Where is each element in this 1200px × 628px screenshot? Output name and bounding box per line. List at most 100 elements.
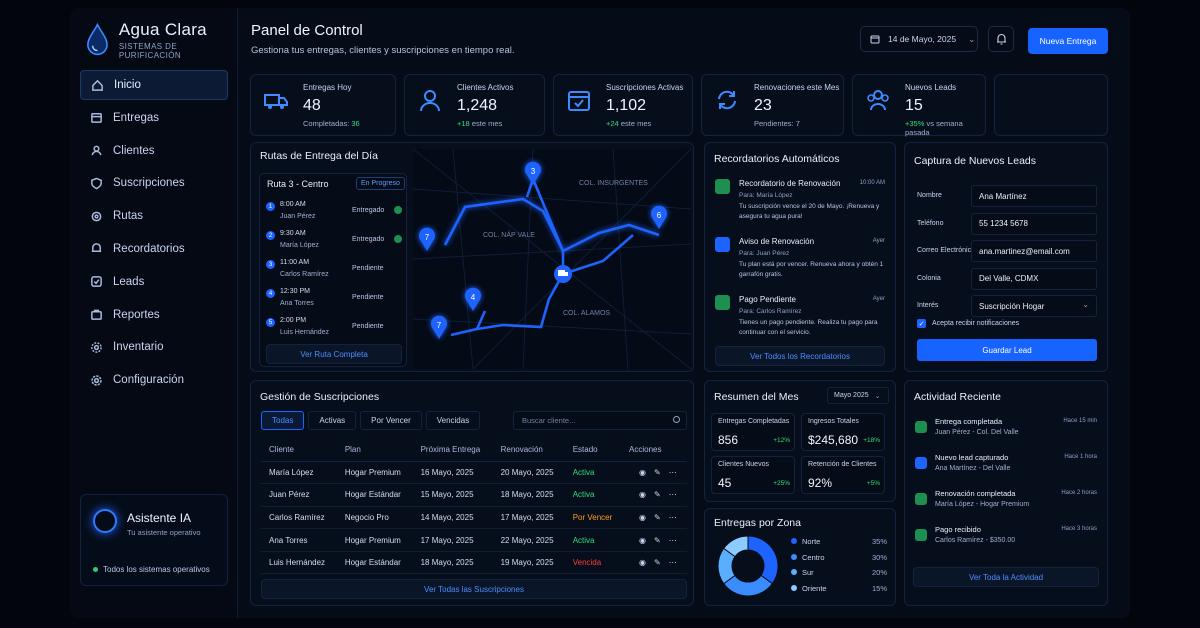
activity-item[interactable]: Renovación completada María López - Hogar…: [915, 489, 1097, 521]
eye-icon[interactable]: ◉: [639, 535, 647, 545]
summary-metric[interactable]: Clientes Nuevos 45 +25%: [711, 456, 795, 494]
route-stop[interactable]: 3 11:00 AM Carlos Ramírez Pendiente: [266, 258, 402, 284]
map-pin-icon[interactable]: 4: [465, 287, 481, 311]
notifications-checkbox-row[interactable]: ✓ Acepta recibir notificaciones: [917, 319, 1019, 328]
lead-field-label: Nombre: [917, 192, 942, 199]
activity-item[interactable]: Nuevo lead capturado Ana Martínez - Del V…: [915, 453, 1097, 485]
new-delivery-button[interactable]: Nueva Entrega: [1028, 28, 1108, 54]
pin-number: 7: [437, 321, 442, 330]
edit-icon[interactable]: ✎: [654, 558, 661, 568]
route-map[interactable]: COL. INSURGENTES COL. NÁP VALE COL. ALAM…: [413, 149, 691, 369]
tab-2[interactable]: Por Vencer: [360, 411, 422, 430]
sidebar-item-rutas[interactable]: Rutas: [80, 201, 228, 231]
sidebar-item-label: Leads: [113, 275, 145, 288]
activity-item[interactable]: Pago recibido Carlos Ramírez - $350.00 Hac…: [915, 525, 1097, 557]
period-select[interactable]: Mayo 2025 ⌄: [827, 387, 889, 404]
eye-icon[interactable]: ◉: [639, 467, 647, 477]
more-icon[interactable]: ⋯: [668, 512, 677, 522]
sidebar-item-recordatorios[interactable]: Recordatorios: [80, 234, 228, 264]
column-header: Estado: [564, 439, 622, 462]
sidebar-item-configuracion[interactable]: Configuración: [80, 365, 228, 395]
edit-icon[interactable]: ✎: [654, 512, 661, 522]
table-row[interactable]: Juan Pérez Hogar Estándar 15 Mayo, 2025 18 …: [261, 483, 687, 507]
date-picker[interactable]: 14 de Mayo, 2025 ⌄: [860, 26, 978, 52]
more-icon[interactable]: ⋯: [668, 558, 677, 568]
table-row[interactable]: Carlos Ramírez Negocio Pro 14 Mayo, 2025 17…: [261, 506, 687, 530]
zones-donut-chart[interactable]: [715, 533, 781, 599]
view-all-subscriptions-button[interactable]: Ver Todas las Suscripciones: [261, 579, 687, 599]
search-input[interactable]: Buscar cliente...: [513, 411, 687, 430]
metric-label: Retención de Clientes: [808, 461, 877, 468]
stat-card-0[interactable]: Entregas Hoy 48 Completadas: 36: [250, 74, 396, 136]
lead-field-input[interactable]: Ana Martínez: [971, 185, 1097, 207]
tab-3[interactable]: Vencidas: [425, 411, 481, 430]
summary-metric[interactable]: Retención de Clientes 92% +5%: [801, 456, 885, 494]
stat-sub-value: 36: [351, 119, 360, 128]
more-icon[interactable]: ⋯: [668, 490, 677, 500]
stat-card-4[interactable]: Nuevos Leads 15 +35% vs semana pasada: [852, 74, 986, 137]
route-stop[interactable]: 1 8:00 AM Juan Pérez Entregado: [266, 200, 402, 226]
route-stop[interactable]: 2 9:30 AM María López Entregado: [266, 229, 402, 255]
activity-item[interactable]: Entrega completada Juan Pérez - Col. Del …: [915, 417, 1097, 449]
tab-1[interactable]: Activas: [308, 411, 357, 430]
metric-label: Ingresos Totales: [808, 418, 859, 425]
reminder-item[interactable]: Aviso de Renovación Ayer Para: Juan Pérez T…: [715, 235, 885, 291]
table-row[interactable]: María López Hogar Premium 16 Mayo, 2025 20 …: [261, 461, 687, 485]
activity-title: Nuevo lead capturado: [935, 453, 1009, 462]
eye-icon[interactable]: ◉: [639, 558, 647, 568]
sidebar-item-clientes[interactable]: Clientes: [80, 136, 228, 166]
stat-card-2[interactable]: Suscripciones Activas 1,102 +24 este mes: [553, 74, 693, 136]
lead-field-input[interactable]: Del Valle, CDMX: [971, 267, 1097, 290]
stat-card-3[interactable]: Renovaciones este Mes 23 Pendientes: 7: [701, 74, 844, 136]
edit-icon[interactable]: ✎: [654, 535, 661, 545]
more-icon[interactable]: ⋯: [668, 535, 677, 545]
sidebar-item-inicio[interactable]: Inicio: [80, 70, 228, 100]
eye-icon[interactable]: ◉: [639, 490, 647, 500]
ai-assistant-card[interactable]: Asistente IA Tu asistente operativo Todo…: [80, 494, 228, 586]
table-row[interactable]: Luis Hernández Hogar Estándar 18 Mayo, 202…: [261, 551, 687, 575]
summary-metric[interactable]: Ingresos Totales $245,680 +18%: [801, 413, 885, 451]
reminder-recipient: Para: Juan Pérez: [739, 250, 790, 257]
stat-card-1[interactable]: Clientes Activos 1,248 +18 este mes: [404, 74, 545, 136]
map-pin-icon[interactable]: 3: [525, 161, 541, 185]
zone-pct: 35%: [871, 537, 887, 546]
donut-slice-oriente[interactable]: [723, 535, 749, 558]
notifications-button[interactable]: [988, 26, 1014, 52]
metric-value: 45: [718, 476, 732, 490]
lead-field-input[interactable]: Suscripción Hogar ⌄: [971, 295, 1097, 317]
user-icon: [91, 145, 102, 156]
view-full-route-button[interactable]: Ver Ruta Completa: [266, 344, 402, 364]
map-pin-icon[interactable]: 7: [431, 315, 447, 339]
save-lead-button[interactable]: Guardar Lead: [917, 339, 1097, 361]
brand-logo[interactable]: Agua Clara SISTEMAS DE PURIFICACIÓN: [84, 20, 237, 60]
tab-0[interactable]: Todas: [261, 411, 305, 430]
checkbox-checked-icon[interactable]: ✓: [917, 319, 926, 328]
cell-status: Activa: [564, 483, 622, 507]
route-stop[interactable]: 4 12:30 PM Ana Torres Pendiente: [266, 287, 402, 313]
sidebar-item-reportes[interactable]: Reportes: [80, 300, 228, 330]
lead-field-value: ana.martinez@email.com: [979, 246, 1070, 256]
map-pin-icon[interactable]: 6: [651, 205, 667, 229]
cell-client: Ana Torres: [261, 528, 337, 552]
reminder-item[interactable]: Pago Pendiente Ayer Para: Carlos Ramírez Ti…: [715, 293, 885, 349]
edit-icon[interactable]: ✎: [654, 490, 661, 500]
eye-icon[interactable]: ◉: [639, 512, 647, 522]
lead-field-input[interactable]: ana.martinez@email.com: [971, 240, 1097, 262]
edit-icon[interactable]: ✎: [654, 467, 661, 477]
stat-label: Renovaciones este Mes: [754, 83, 840, 92]
view-all-activity-button[interactable]: Ver Toda la Actividad: [913, 567, 1099, 587]
sidebar-item-suscripciones[interactable]: Suscripciones: [80, 168, 228, 198]
route-stop[interactable]: 5 2:00 PM Luis Hernández Pendiente: [266, 316, 402, 342]
view-all-reminders-button[interactable]: Ver Todos los Recordatorios: [715, 346, 885, 366]
lead-field-input[interactable]: 55 1234 5678: [971, 212, 1097, 235]
sidebar-item-leads[interactable]: Leads: [80, 267, 228, 297]
summary-metric[interactable]: Entregas Completadas 856 +12%: [711, 413, 795, 451]
stat-sub-label: vs semana pasada: [905, 119, 963, 137]
table-row[interactable]: Ana Torres Hogar Premium 17 Mayo, 2025 22 M…: [261, 528, 687, 552]
sidebar-item-inventario[interactable]: Inventario: [80, 332, 228, 362]
map-pin-icon[interactable]: 7: [419, 227, 435, 251]
more-icon[interactable]: ⋯: [668, 467, 677, 477]
sidebar-item-entregas[interactable]: Entregas: [80, 103, 228, 133]
reminder-item[interactable]: Recordatorio de Renovación 10:00 AM Para: …: [715, 177, 885, 233]
route-name: Ruta 3 - Centro: [267, 179, 329, 189]
